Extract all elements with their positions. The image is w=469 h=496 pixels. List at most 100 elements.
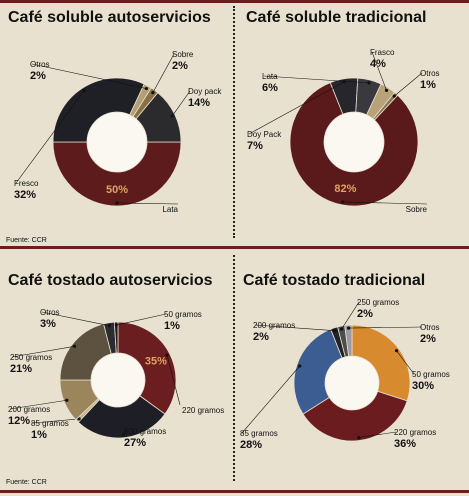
chart-title-soluble-autoservicios: Café soluble autoservicios <box>8 9 211 26</box>
slice-value-label: 21% <box>10 363 32 375</box>
slice-name-label: Fresco <box>14 179 39 188</box>
slice-otros <box>372 91 399 121</box>
leader-line <box>31 63 147 89</box>
slice-220-gramos <box>117 321 177 415</box>
leader-line <box>41 311 110 326</box>
leader-line <box>371 51 387 91</box>
chart-title-tostado-tradicional: Café tostado tradicional <box>243 272 426 289</box>
slice-lata <box>52 141 182 207</box>
slice-value-label: 2% <box>357 308 373 320</box>
slice-name-label: 250 gramos <box>10 353 52 362</box>
leader-line <box>152 53 175 93</box>
slice-value-label: 28% <box>240 439 262 451</box>
bottom-rule <box>0 490 469 493</box>
slice-name-label: Frasco <box>370 48 395 57</box>
slice-value-label: 12% <box>8 415 30 427</box>
slice-name-label: Otros <box>420 69 440 78</box>
column-divider-bottom <box>233 255 235 481</box>
slice-value-label: 30% <box>412 380 434 392</box>
leader-line <box>122 430 127 435</box>
chart-title-tostado-autoservicios: Café tostado autoservicios <box>8 272 213 289</box>
leader-line <box>166 354 181 406</box>
slice-name-label: 85 gramos <box>240 429 278 438</box>
slice-value-label: 2% <box>30 70 46 82</box>
slice-name-label: 220 gramos <box>182 406 224 415</box>
column-divider-top <box>233 6 235 238</box>
slice-value-label: 50% <box>106 184 128 196</box>
slice-name-label: 500 gramos <box>124 427 166 436</box>
leader-line <box>9 399 67 410</box>
top-rule <box>0 0 469 3</box>
slice-otros <box>344 324 353 357</box>
leader-line <box>358 431 397 438</box>
leader-line <box>171 90 191 117</box>
slice-name-label: 50 gramos <box>412 370 450 379</box>
source-note-bottom: Fuente: CCR <box>6 479 47 486</box>
slice-name-label: 250 gramos <box>357 298 399 307</box>
slice-value-label: 7% <box>247 140 263 152</box>
slice-name-label: Sobre <box>406 205 428 214</box>
slice-value-label: 14% <box>188 97 210 109</box>
leader-line <box>248 81 345 135</box>
slice-value-label: 1% <box>31 429 47 441</box>
slice-name-label: Otros <box>420 323 440 332</box>
donut-hole <box>325 356 379 410</box>
slice-doy-pack <box>135 92 182 143</box>
slice-name-label: Lata <box>162 205 178 214</box>
leader-line <box>342 201 428 205</box>
slice-50-gramos <box>351 324 411 402</box>
slice-name-label: 200 gramos <box>253 321 295 330</box>
slice-value-label: 6% <box>262 82 278 94</box>
leader-line <box>348 326 423 329</box>
slice-value-label: 32% <box>14 189 36 201</box>
leader-dot <box>151 91 155 95</box>
slice-value-label: 1% <box>420 79 436 91</box>
source-note-top: Fuente: CCR <box>6 237 47 244</box>
slice-name-label: 220 gramos <box>394 428 436 437</box>
slice-name-label: Otros <box>30 60 50 69</box>
slice-value-label: 2% <box>253 331 269 343</box>
leader-line <box>116 313 167 326</box>
leader-line <box>32 418 80 424</box>
leader-line <box>341 301 360 330</box>
slice-value-label: 36% <box>394 438 416 450</box>
leader-line <box>393 72 423 97</box>
slice-name-label: Doy pack <box>188 87 222 96</box>
slice-name-label: 200 gramos <box>8 405 50 414</box>
leader-dot <box>165 353 169 357</box>
slice-name-label: Sobre <box>172 50 194 59</box>
donut-hole <box>324 112 384 172</box>
middle-rule <box>0 246 469 249</box>
slice-fresco <box>52 77 145 143</box>
slice-value-label: 27% <box>124 437 146 449</box>
slice-value-label: 4% <box>370 58 386 70</box>
slice-500-gramos <box>77 395 166 439</box>
leader-line <box>396 350 415 375</box>
slice-name-label: Otros <box>40 308 60 317</box>
slice-name-label: 50 gramos <box>164 310 202 319</box>
leader-line <box>241 365 300 434</box>
chart-title-soluble-tradicional: Café soluble tradicional <box>246 9 427 26</box>
slice-value-label: 3% <box>40 318 56 330</box>
leader-dot <box>341 200 345 204</box>
slice-name-label: 85 gramos <box>31 419 69 428</box>
leader-line <box>263 75 369 84</box>
leader-line <box>15 90 85 184</box>
slice-value-label: 35% <box>145 356 167 368</box>
slice-50-gramos <box>113 321 119 354</box>
donut-hole <box>87 112 147 172</box>
leader-line <box>254 324 336 331</box>
donut-hole <box>91 353 145 407</box>
leader-line <box>116 202 179 205</box>
slice-value-label: 1% <box>164 320 180 332</box>
slice-220-gramos <box>302 390 408 442</box>
slice-sobre <box>289 82 419 207</box>
slice-value-label: 82% <box>334 183 356 195</box>
slice-name-label: Doy Pack <box>247 130 282 139</box>
